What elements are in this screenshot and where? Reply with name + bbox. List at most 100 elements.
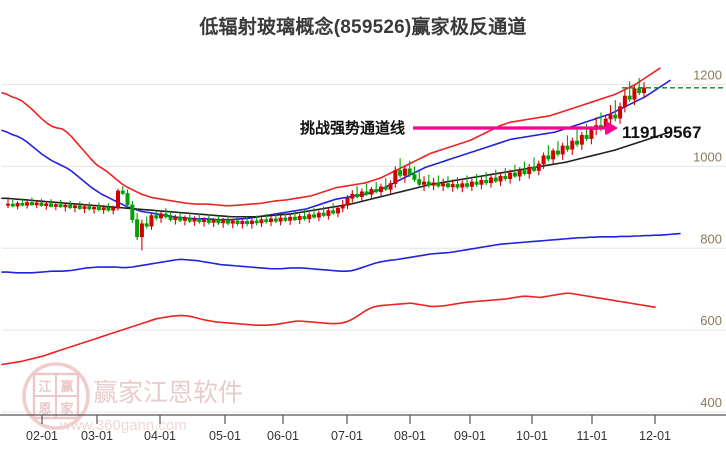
- candlestick: [297, 213, 302, 225]
- candlestick: [106, 203, 111, 212]
- candlestick: [335, 205, 340, 218]
- channel-line: [1, 232, 681, 274]
- candlestick: [541, 152, 546, 169]
- candlestick: [168, 211, 173, 222]
- candlestick: [445, 176, 450, 189]
- candlestick: [393, 166, 398, 188]
- candlestick: [63, 202, 68, 212]
- channel-lines: [1, 67, 681, 366]
- candlestick: [508, 169, 513, 184]
- candlestick: [517, 167, 522, 182]
- candlestick: [87, 202, 92, 211]
- candlestick: [283, 212, 288, 223]
- candlestick: [488, 174, 493, 188]
- candlestick: [273, 213, 278, 223]
- candlestick: [536, 160, 541, 176]
- candlestick: [187, 213, 192, 223]
- x-axis-tick-label: 08-01: [394, 429, 426, 443]
- candlestick: [364, 183, 369, 196]
- candlestick: [254, 215, 259, 226]
- channel-line: [1, 131, 671, 218]
- candlestick: [465, 175, 470, 189]
- candlestick: [192, 216, 197, 226]
- candlestick: [58, 199, 63, 208]
- annotation-callout: 挑战强势通道线 1191.9567: [300, 119, 701, 142]
- candlestick: [39, 198, 44, 207]
- y-axis-tick-label: 600: [700, 313, 722, 328]
- watermark-brand: 赢家江恩软件: [93, 379, 243, 407]
- candlestick: [20, 198, 25, 207]
- candlestick: [369, 186, 374, 199]
- candlestick: [594, 117, 599, 136]
- candlestick: [417, 171, 422, 187]
- candlestick: [101, 204, 106, 214]
- candlestick: [77, 201, 82, 210]
- candlestick: [120, 186, 125, 196]
- candlestick: [206, 214, 211, 225]
- candlestick: [532, 157, 537, 173]
- candlestick: [484, 172, 489, 186]
- candlestick: [331, 203, 336, 215]
- candlestick: [225, 215, 230, 226]
- candlestick: [144, 216, 149, 229]
- candlestick: [149, 213, 154, 230]
- candlestick: [269, 216, 274, 227]
- candlestick: [551, 148, 556, 165]
- candlestick: [53, 202, 58, 211]
- candlestick: [560, 142, 565, 160]
- candlestick: [613, 100, 618, 122]
- candlestick: [259, 217, 264, 227]
- svg-text:家: 家: [60, 401, 74, 416]
- candlestick: [15, 201, 20, 210]
- candlestick: [125, 189, 130, 208]
- candlestick: [288, 214, 293, 225]
- candlestick: [326, 208, 331, 220]
- x-axis-tick-label: 02-01: [26, 429, 58, 443]
- candlestick: [460, 180, 465, 193]
- svg-text:江: 江: [38, 379, 51, 394]
- candlestick: [493, 169, 498, 183]
- candlestick: [407, 160, 412, 178]
- y-axis-tick-label: 800: [700, 231, 722, 246]
- candlestick: [44, 201, 49, 210]
- candlestick: [398, 158, 403, 178]
- candlestick: [441, 178, 446, 191]
- candlestick: [159, 211, 164, 223]
- candlestick: [230, 218, 235, 229]
- page-title: 低辐射玻璃概念(859526)赢家极反通道: [199, 17, 527, 38]
- candlestick: [307, 212, 312, 223]
- channel-line: [1, 292, 656, 366]
- candlestick: [522, 161, 527, 176]
- x-axis-tick-label: 04-01: [144, 429, 176, 443]
- candlestick: [637, 78, 642, 96]
- candlestick: [627, 81, 632, 102]
- x-axis-tick-label: 03-01: [81, 429, 113, 443]
- candlestick-series: [6, 78, 646, 251]
- x-axis-tick-label: 11-01: [576, 429, 607, 443]
- candlestick: [82, 204, 87, 214]
- svg-text:恩: 恩: [38, 401, 51, 416]
- candlestick: [479, 176, 484, 190]
- candlestick: [402, 165, 407, 183]
- y-axis-tick-label: 1000: [693, 149, 722, 164]
- candlestick: [34, 199, 39, 209]
- watermark-url: www.360gann.com: [59, 417, 187, 434]
- candlestick: [211, 217, 216, 227]
- candlestick: [622, 90, 627, 113]
- y-axis-labels: 400 600 800 1000 1200: [693, 68, 722, 410]
- candlestick: [431, 177, 436, 191]
- candlestick: [321, 206, 326, 218]
- candlestick: [345, 195, 350, 209]
- candlestick: [608, 105, 613, 125]
- candlestick: [383, 177, 388, 191]
- candlestick: [512, 164, 517, 178]
- seal-logo-icon: 江赢恩家: [22, 362, 90, 430]
- candlestick: [163, 208, 168, 219]
- x-axis-tick-label: 05-01: [209, 429, 241, 443]
- candlestick: [436, 175, 441, 188]
- candlestick: [96, 202, 101, 212]
- candlestick: [72, 203, 77, 213]
- candlestick: [469, 178, 474, 191]
